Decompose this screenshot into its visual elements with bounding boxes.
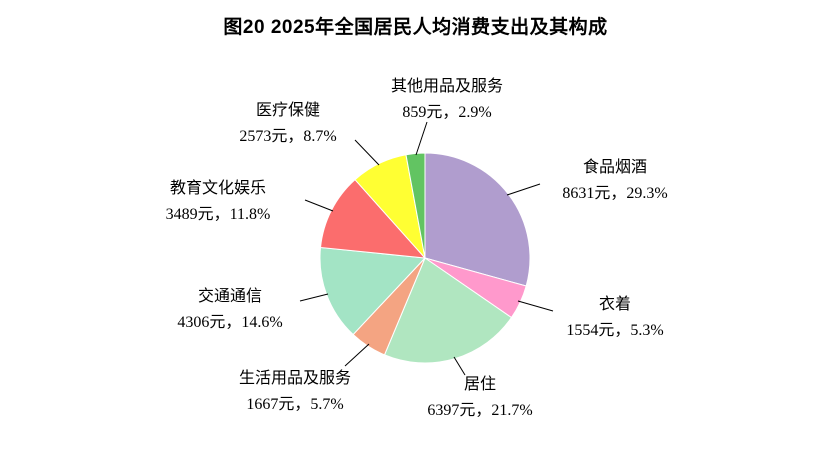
- slice-value: 859元，2.9%: [402, 104, 492, 121]
- slice-name: 教育文化娱乐: [169, 180, 266, 197]
- slice-label-4: 交通通信 4306元，14.6%: [177, 284, 282, 336]
- slice-name: 居住: [463, 376, 496, 393]
- chart-title: 图20 2025年全国居民人均消费支出及其构成: [223, 17, 608, 38]
- slice-name: 医疗保健: [255, 102, 320, 119]
- slice-value: 2573元，8.7%: [239, 128, 337, 145]
- slice-value: 1554元，5.3%: [566, 322, 664, 339]
- slice-label-3: 生活用品及服务 1667元，5.7%: [239, 366, 351, 418]
- leader-line-1: [517, 300, 554, 312]
- leader-line-2: [453, 356, 466, 376]
- leader-line-5: [304, 199, 334, 212]
- pie-slice-7: [405, 152, 426, 259]
- slice-label-2: 居住 6397元，21.7%: [427, 372, 532, 424]
- leader-line-4: [299, 293, 329, 302]
- leader-line-7: [415, 121, 428, 156]
- slice-name: 其他用品及服务: [390, 78, 504, 95]
- leader-line-3: [344, 343, 370, 367]
- slice-name: 食品烟酒: [582, 159, 647, 176]
- slice-name: 交通通信: [197, 288, 262, 305]
- leader-line-0: [506, 183, 541, 196]
- slice-value: 6397元，21.7%: [427, 402, 533, 419]
- slice-label-6: 医疗保健 2573元，8.7%: [239, 98, 336, 150]
- slice-name: 生活用品及服务: [238, 370, 352, 387]
- slice-value: 4306元，14.6%: [177, 314, 283, 331]
- slice-label-0: 食品烟酒 8631元，29.3%: [562, 155, 667, 207]
- slice-value: 1667元，5.7%: [246, 396, 344, 413]
- slice-value: 3489元，11.8%: [165, 206, 271, 223]
- leader-line-6: [354, 139, 380, 166]
- slice-label-1: 衣着 1554元，5.3%: [566, 292, 663, 344]
- slice-label-5: 教育文化娱乐 3489元，11.8%: [166, 176, 271, 228]
- slice-name: 衣着: [598, 296, 631, 313]
- slice-label-7: 其他用品及服务 859元，2.9%: [391, 74, 503, 126]
- slice-value: 8631元，29.3%: [562, 185, 668, 202]
